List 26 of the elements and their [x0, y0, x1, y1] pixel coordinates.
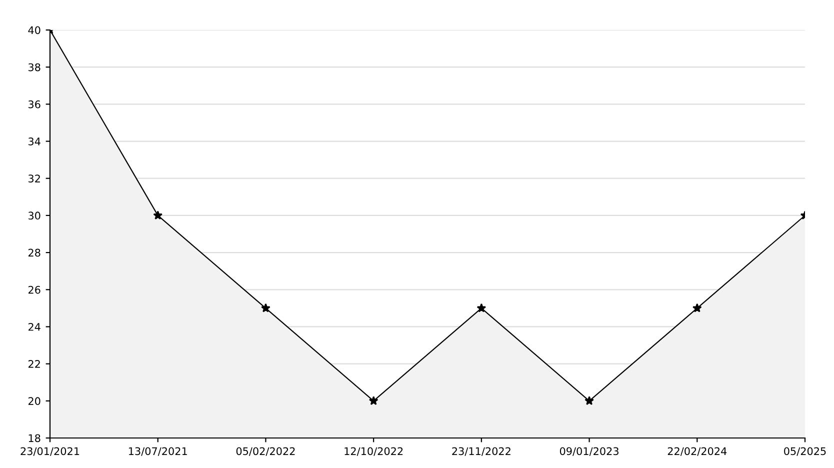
x-tick-label: 22/02/2024 — [668, 447, 727, 456]
point — [692, 303, 702, 312]
y-tick-label: 22 — [28, 360, 40, 368]
point — [368, 396, 378, 405]
y-tick-label: 18 — [28, 434, 40, 442]
x-tick-label: 13/07/2021 — [128, 447, 187, 456]
y-tick-label: 26 — [28, 286, 40, 294]
y-tick-label: 40 — [28, 26, 40, 34]
y-tick-label: 24 — [28, 322, 40, 331]
x-tick-label: 23/01/2021 — [20, 447, 80, 456]
x-tick-label: 05/2025 — [784, 447, 826, 456]
y-tick-label: 36 — [28, 100, 40, 108]
y-tick-label: 28 — [28, 248, 40, 257]
y-tick-label: 32 — [28, 174, 40, 182]
x-tick-label: 23/11/2022 — [452, 447, 510, 456]
point — [476, 303, 486, 312]
x-tick-label: 05/02/2022 — [236, 447, 295, 456]
point — [261, 303, 270, 312]
point — [153, 210, 163, 220]
y-tick-label: 20 — [28, 397, 40, 406]
y-tick-label: 30 — [28, 212, 40, 220]
y-tick-label: 34 — [28, 138, 40, 146]
x-tick-label: 12/10/2022 — [344, 447, 403, 456]
x-tick-label: 09/01/2023 — [560, 447, 618, 456]
y-tick-label: 38 — [28, 63, 40, 72]
point — [584, 396, 594, 405]
